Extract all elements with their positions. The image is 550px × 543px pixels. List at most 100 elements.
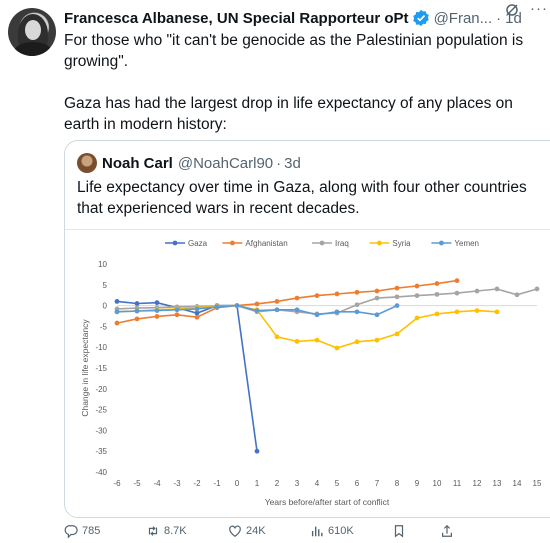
- y-tick-label: -30: [95, 426, 107, 435]
- data-point-syria: [294, 338, 300, 344]
- verified-badge-icon: [412, 9, 430, 27]
- data-point-afghanistan: [354, 289, 360, 295]
- reply-icon: [64, 525, 78, 538]
- x-tick-label: 8: [395, 479, 400, 488]
- data-point-iraq: [534, 286, 540, 292]
- data-point-gaza: [134, 301, 140, 306]
- action-bar: 785 8.7K 24K 610K: [64, 524, 464, 540]
- bookmark-icon: [394, 525, 404, 538]
- more-options-icon[interactable]: ···: [530, 0, 548, 17]
- data-point-syria: [414, 315, 420, 321]
- quoted-tweet[interactable]: Noah Carl @NoahCarl90 · 3d Life expectan…: [64, 140, 550, 518]
- data-point-iraq: [474, 288, 480, 294]
- legend-swatch-marker: [439, 240, 444, 246]
- x-tick-label: 11: [453, 479, 462, 488]
- repost-count: 8.7K: [164, 525, 187, 537]
- data-point-yemen: [294, 307, 300, 313]
- data-point-yemen: [314, 312, 320, 318]
- data-point-afghanistan: [314, 293, 320, 299]
- data-point-afghanistan: [454, 278, 460, 284]
- author-name[interactable]: Francesca Albanese, UN Special Rapporteu…: [64, 9, 409, 27]
- author-handle[interactable]: @Fran...: [433, 9, 493, 27]
- grok-icon[interactable]: [504, 2, 520, 18]
- data-point-syria: [494, 309, 500, 315]
- x-tick-label: 2: [275, 479, 280, 488]
- x-axis-title: Years before/after start of conflict: [265, 497, 390, 507]
- quoted-author-name[interactable]: Noah Carl: [102, 154, 173, 172]
- legend-swatch-marker: [377, 240, 382, 246]
- data-point-syria: [354, 339, 360, 345]
- quoted-author-handle[interactable]: @NoahCarl90: [177, 154, 274, 172]
- x-tick-label: 5: [335, 479, 340, 488]
- quoted-tweet-timestamp[interactable]: 3d: [284, 154, 301, 172]
- x-tick-label: 12: [473, 479, 482, 488]
- tweet-paragraph: Gaza has had the largest drop in life ex…: [64, 95, 518, 133]
- share-button[interactable]: [440, 524, 458, 538]
- x-tick-label: 6: [355, 479, 360, 488]
- y-tick-label: -20: [95, 385, 107, 394]
- data-point-syria: [454, 309, 460, 315]
- x-tick-label: -1: [213, 479, 221, 488]
- y-tick-label: 10: [98, 260, 107, 269]
- data-point-syria: [374, 337, 380, 343]
- data-point-yemen: [214, 304, 220, 310]
- y-tick-label: -15: [95, 364, 107, 373]
- x-tick-label: -6: [113, 479, 121, 488]
- y-axis-title: Change in life expectancy: [80, 319, 90, 417]
- data-point-afghanistan: [294, 295, 300, 301]
- views-button[interactable]: 610K: [310, 524, 354, 538]
- repost-icon: [148, 526, 158, 536]
- life-expectancy-chart[interactable]: 10 5 0 -5 -10 -15 -20 -25 -30 -35 -40 -6 -5 -4 -3 -2 -1 0…: [65, 229, 550, 517]
- quoted-tweet-header: Noah Carl @NoahCarl90 · 3d: [77, 153, 301, 173]
- x-tick-label: -5: [133, 479, 141, 488]
- quoted-author-avatar[interactable]: [77, 153, 97, 173]
- data-point-gaza: [194, 310, 200, 316]
- legend-label: Iraq: [335, 239, 349, 248]
- data-point-yemen: [234, 303, 240, 308]
- data-point-syria: [434, 311, 440, 317]
- bookmark-button[interactable]: [392, 524, 410, 538]
- reply-button[interactable]: 785: [64, 524, 100, 538]
- data-point-afghanistan: [394, 285, 400, 291]
- heart-icon: [229, 525, 241, 537]
- data-point-yemen: [254, 308, 260, 313]
- x-tick-label: -4: [153, 479, 161, 488]
- data-point-afghanistan: [154, 314, 160, 319]
- data-point-gaza: [114, 299, 120, 304]
- separator-dot: ·: [276, 154, 282, 172]
- data-point-afghanistan: [254, 301, 260, 307]
- data-point-yemen: [114, 309, 120, 315]
- x-tick-label: 14: [513, 479, 522, 488]
- x-tick-label: 1: [255, 479, 260, 488]
- data-point-yemen: [394, 303, 400, 308]
- data-point-yemen: [154, 308, 160, 313]
- x-tick-label: 3: [295, 479, 300, 488]
- x-tick-label: 10: [433, 479, 442, 488]
- data-point-syria: [394, 331, 400, 337]
- data-point-afghanistan: [334, 291, 340, 297]
- data-point-yemen: [354, 309, 360, 315]
- x-tick-label: 0: [235, 479, 240, 488]
- share-icon: [442, 524, 452, 537]
- data-point-iraq: [394, 294, 400, 300]
- tweet-body: For those who "it can't be genocide as t…: [64, 30, 544, 135]
- data-point-yemen: [374, 312, 380, 318]
- reply-count: 785: [82, 525, 101, 537]
- x-tick-label: -3: [173, 479, 181, 488]
- data-point-yemen: [134, 308, 140, 314]
- data-point-iraq: [434, 291, 440, 297]
- x-tick-label: -2: [193, 479, 201, 488]
- data-point-yemen: [174, 307, 180, 313]
- data-point-iraq: [454, 290, 460, 296]
- data-point-syria: [474, 308, 480, 313]
- author-avatar[interactable]: [8, 8, 56, 56]
- x-tick-label: 7: [375, 479, 380, 488]
- y-tick-label: -5: [100, 322, 108, 331]
- legend-label: Syria: [392, 239, 411, 248]
- like-button[interactable]: 24K: [228, 524, 266, 538]
- data-point-syria: [334, 345, 340, 351]
- legend-swatch-marker: [230, 240, 235, 246]
- repost-button[interactable]: 8.7K: [146, 524, 187, 538]
- quoted-tweet-text: Life expectancy over time in Gaza, along…: [77, 179, 527, 217]
